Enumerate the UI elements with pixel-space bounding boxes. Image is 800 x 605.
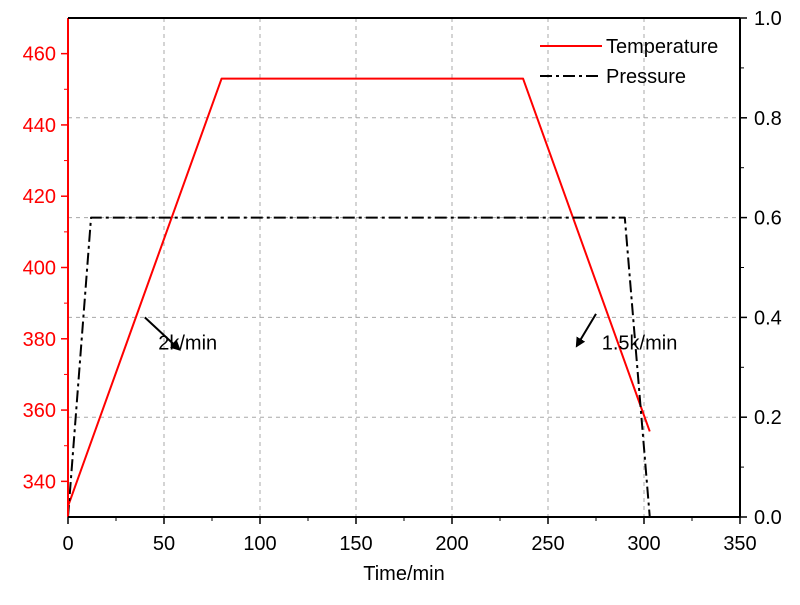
right-tick-label: 0.0: [754, 507, 782, 529]
series-pressure-line: [67, 216, 651, 518]
left-tick-label: 380: [23, 329, 56, 351]
annotation-label: 1.5k/min: [602, 332, 678, 354]
grid: [68, 18, 740, 517]
series-layer: [67, 77, 651, 518]
annotations: 2k/min 1.5k/min: [144, 313, 678, 354]
left-tick-label: 460: [23, 44, 56, 66]
left-tick-label: 400: [23, 258, 56, 280]
x-tick-label: 150: [339, 533, 372, 555]
left-tick-label: 360: [23, 400, 56, 422]
right-tick-label: 0.8: [754, 108, 782, 130]
x-tick-label: 50: [153, 533, 175, 555]
annotation-label: 2k/min: [158, 332, 217, 354]
series-temperature-line: [67, 77, 651, 507]
x-tick-label: 100: [243, 533, 276, 555]
right-tick-label: 0.4: [754, 307, 782, 329]
x-tick-label: 350: [723, 533, 756, 555]
left-tick-label: 340: [23, 471, 56, 493]
right-tick-label: 0.2: [754, 407, 782, 429]
right-tick-label: 1.0: [754, 8, 782, 30]
axes: [61, 17, 747, 524]
legend: Temperature Pressure: [540, 36, 718, 88]
legend-label-temperature: Temperature: [606, 36, 718, 58]
x-tick-label: 0: [62, 533, 73, 555]
tick-labels: 0 50 100 150 200 250 300 350 340 360 380 400 420 440 4…: [23, 8, 782, 585]
left-tick-label: 420: [23, 186, 56, 208]
x-tick-label: 200: [435, 533, 468, 555]
x-tick-label: 300: [627, 533, 660, 555]
x-tick-label: 250: [531, 533, 564, 555]
x-axis-label: Time/min: [363, 563, 444, 585]
right-tick-label: 0.6: [754, 208, 782, 230]
left-tick-label: 440: [23, 115, 56, 137]
annotation-arrow: [575, 313, 597, 348]
annotation-arrow: [144, 316, 181, 351]
legend-label-pressure: Pressure: [606, 66, 686, 88]
